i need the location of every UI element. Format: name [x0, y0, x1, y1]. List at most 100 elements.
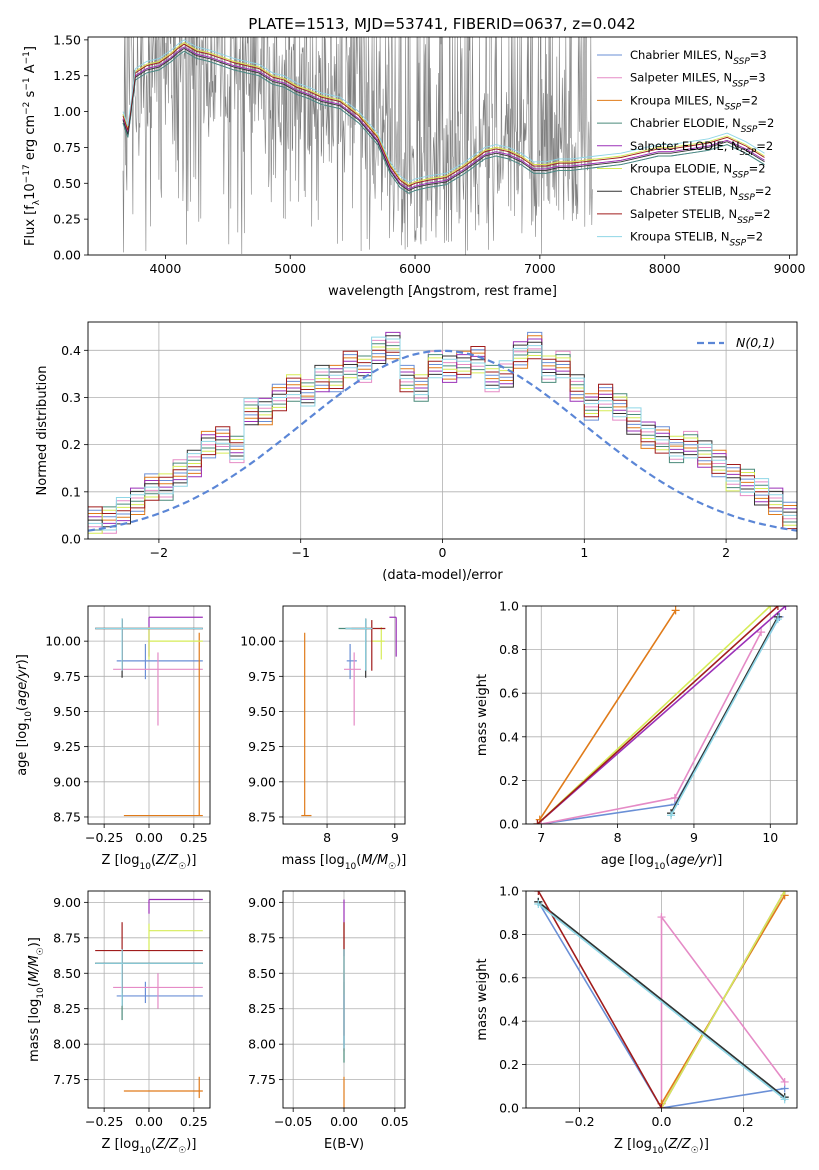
label-part: −1: [22, 77, 32, 90]
x-tick-label: −0.05: [274, 1114, 312, 1129]
label-part: 10: [345, 862, 357, 872]
plot-area: [88, 606, 210, 824]
weight-line: [660, 891, 786, 1108]
ssp-marker: [670, 793, 679, 802]
model-spectrum: [122, 42, 765, 186]
axes-frame: [87, 321, 798, 540]
model-spectrum: [122, 43, 765, 187]
legend-count: =2: [756, 139, 773, 153]
y-tick-label: 0.6: [499, 686, 519, 701]
y-tick-label: 0.0: [499, 1101, 519, 1116]
residual-histogram: [88, 336, 797, 531]
label-part: Z [log: [102, 1137, 140, 1152]
legend-sub: SSP: [733, 57, 750, 67]
ssp-marker: [773, 606, 782, 610]
y-tick-label: 8.75: [248, 930, 276, 945]
x-axis-label: Z [log10(Z/Z☉)]: [102, 853, 197, 872]
y-tick-label: 0.4: [61, 343, 81, 358]
label-part: M/M: [361, 853, 388, 868]
y-tick-label: 9.25: [248, 739, 276, 754]
ssp-marker: [657, 913, 666, 922]
legend-entry: Salpeter MILES, NSSP=3: [630, 71, 766, 90]
axes-frame: [87, 605, 211, 825]
x-tick-label: 10: [762, 830, 778, 845]
label-part: )]: [699, 1137, 709, 1152]
y-tick-label: 0.8: [499, 642, 519, 657]
label-part: )]: [712, 853, 722, 868]
weight-line: [536, 606, 779, 824]
y-tick-label: 0.50: [53, 176, 81, 191]
ssp-marker: [534, 900, 543, 909]
legend-entry: Kroupa ELODIE, NSSP=2: [630, 162, 766, 181]
label-part: 10: [139, 862, 151, 872]
x-tick-label: 0.00: [330, 1114, 358, 1129]
weight-line: [537, 903, 786, 1100]
legend-count: =2: [757, 116, 774, 130]
x-tick-label: 0.2: [734, 1114, 754, 1129]
x-tick-label: 4000: [149, 261, 181, 276]
y-tick-label: 9.00: [248, 895, 276, 910]
y-tick-label: 8.75: [248, 809, 276, 824]
label-part: (: [665, 853, 670, 868]
label-part: (: [663, 1137, 668, 1152]
axes-weight_vs_Z: −0.2 0.0 0.2 0.0 0.2 0.4 0.6 0.8 1.0 Z [log10(Z/Z…: [475, 884, 798, 1156]
x-axis-label: (data-model)/error: [382, 568, 503, 583]
plot-area: [88, 891, 210, 1108]
plot-area: [283, 606, 405, 824]
legend-sub: SSP: [737, 216, 754, 226]
y-tick-label: 7.75: [53, 1072, 81, 1087]
ssp-marker: [757, 628, 766, 637]
y-tick-label: 1.00: [53, 104, 81, 119]
label-part: )]: [396, 853, 406, 868]
legend-name: Chabrier MILES, N: [630, 48, 733, 62]
plot-area: [88, 322, 797, 539]
x-tick-label: 9: [391, 830, 399, 845]
y-tick-label: 8.50: [53, 966, 81, 981]
label-part: )]: [15, 654, 30, 664]
legend-sub: SSP: [732, 80, 749, 90]
y-axis-label: mass weight: [475, 958, 490, 1040]
model-spectrum: [122, 39, 765, 183]
y-tick-label: 9.00: [53, 774, 81, 789]
label-part: 10: [139, 1146, 151, 1156]
label-part: (: [15, 706, 30, 711]
legend-count: =2: [754, 207, 771, 221]
x-tick-label: 7000: [524, 261, 556, 276]
x-tick-label: 0.25: [180, 1114, 208, 1129]
legend-name: Chabrier STELIB, N: [630, 184, 738, 198]
ssp-marker: [773, 615, 782, 624]
ssp-marker: [533, 820, 542, 824]
y-tick-label: 9.50: [53, 704, 81, 719]
x-axis-label: Z [log10(Z/Z☉)]: [614, 1137, 709, 1156]
y-tick-label: 8.75: [53, 930, 81, 945]
legend-sub: SSP: [741, 125, 758, 135]
y-axis-label: age [log10(age/yr)]: [15, 654, 34, 776]
y-tick-label: 8.00: [53, 1037, 81, 1052]
y-tick-label: 8.75: [53, 809, 81, 824]
label-part: age/yr: [670, 853, 713, 868]
x-tick-label: 8: [614, 830, 622, 845]
legend-sub: SSP: [725, 102, 742, 112]
label-part: A: [23, 64, 38, 77]
label-part: ]: [23, 46, 38, 51]
x-tick-label: 9: [690, 830, 698, 845]
label-part: M/M: [27, 955, 42, 982]
x-tick-label: 0.0: [652, 1114, 672, 1129]
label-part: 10: [36, 987, 46, 999]
weight-line: [537, 901, 786, 1098]
legend-entry: Salpeter ELODIE, NSSP=2: [630, 139, 773, 158]
ssp-marker: [667, 811, 676, 820]
y-tick-label: 0.4: [499, 1014, 519, 1029]
plot-area: [283, 891, 405, 1108]
x-tick-label: 2: [722, 545, 730, 560]
x-tick-label: −0.25: [85, 1114, 123, 1129]
x-tick-label: −0.25: [85, 830, 123, 845]
y-tick-label: 1.0: [499, 599, 519, 614]
legend-count: =2: [755, 184, 772, 198]
y-tick-label: 10.00: [45, 634, 81, 649]
x-tick-label: 0.00: [135, 1114, 163, 1129]
label-part: age [log: [601, 853, 654, 868]
y-tick-label: 10.00: [240, 634, 276, 649]
label-part: ☉: [178, 1146, 186, 1156]
